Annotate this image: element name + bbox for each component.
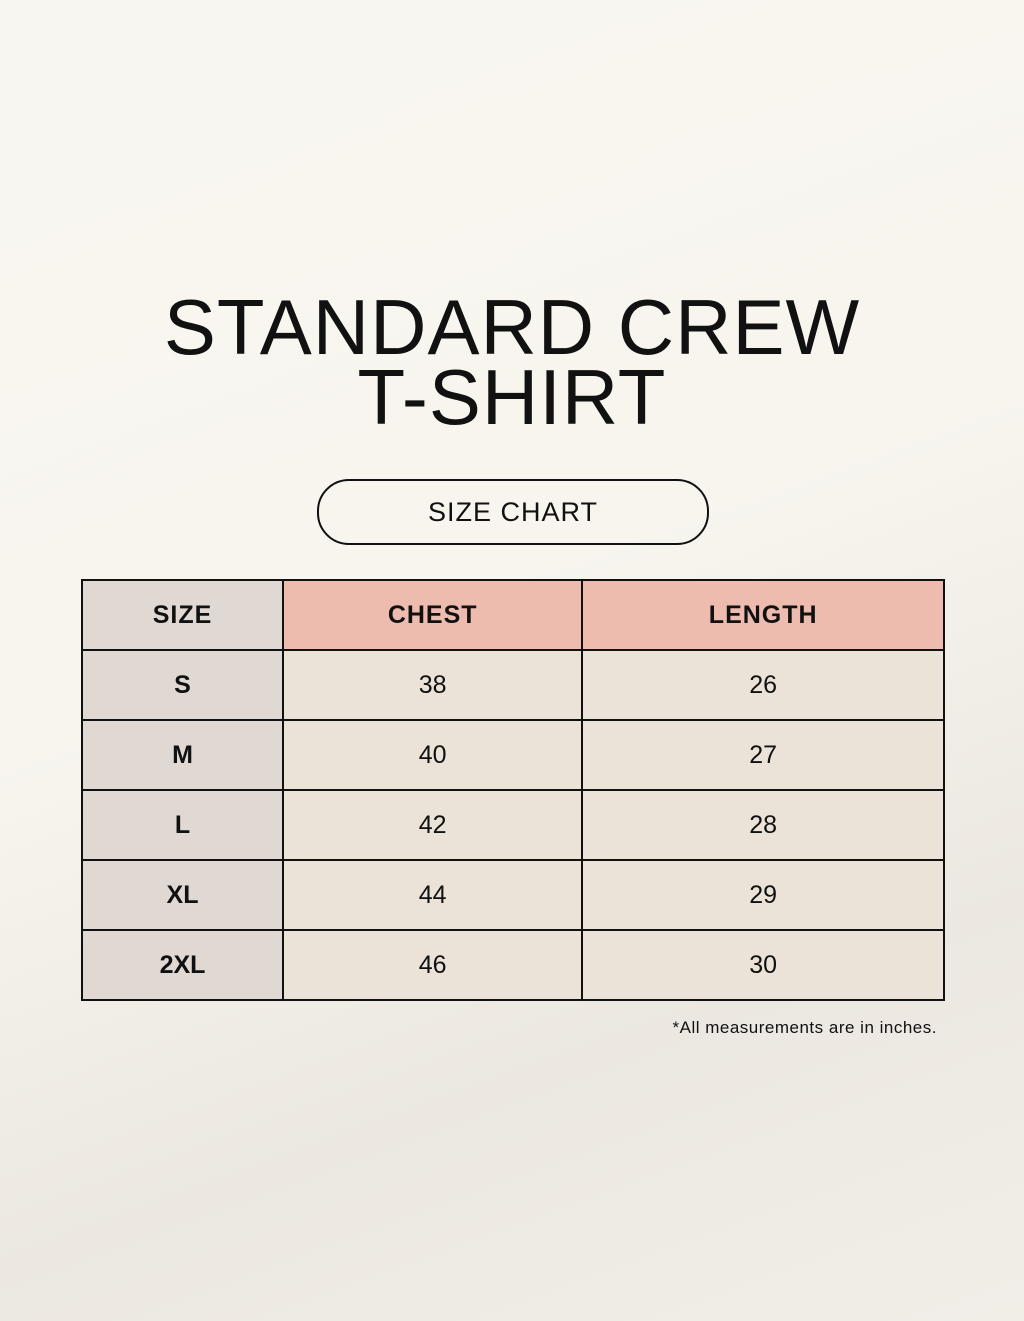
table-row: 2XL 46 30 (81, 929, 945, 1001)
size-chart-badge: SIZE CHART (317, 479, 709, 545)
cell-size: S (81, 649, 284, 721)
table-row: S 38 26 (81, 649, 945, 721)
cell-chest: 42 (281, 789, 584, 861)
cell-size: M (81, 719, 284, 791)
cell-length: 28 (581, 789, 945, 861)
measurement-note: *All measurements are in inches. (672, 1018, 937, 1037)
title-line-2: T-SHIRT (357, 353, 667, 441)
cell-length: 27 (581, 719, 945, 791)
cell-length: 26 (581, 649, 945, 721)
cell-chest: 44 (281, 859, 584, 931)
table-row: XL 44 29 (81, 859, 945, 931)
cell-size: XL (81, 859, 284, 931)
cell-chest: 46 (281, 929, 584, 1001)
cell-size: 2XL (81, 929, 284, 1001)
cell-chest: 38 (281, 649, 584, 721)
table-header-row: SIZE CHEST LENGTH (81, 579, 945, 651)
header-size: SIZE (81, 579, 284, 651)
title-line-1: STANDARD CREW (163, 283, 861, 371)
size-table: SIZE CHEST LENGTH S 38 26 M 40 27 L 42 28 XL 44 29 2… (81, 579, 945, 1001)
page-title: STANDARD CREW T-SHIRT (0, 283, 1024, 441)
header-length: LENGTH (581, 579, 945, 651)
cell-length: 29 (581, 859, 945, 931)
table-row: M 40 27 (81, 719, 945, 791)
cell-chest: 40 (281, 719, 584, 791)
table-row: L 42 28 (81, 789, 945, 861)
cell-size: L (81, 789, 284, 861)
header-chest: CHEST (281, 579, 584, 651)
cell-length: 30 (581, 929, 945, 1001)
